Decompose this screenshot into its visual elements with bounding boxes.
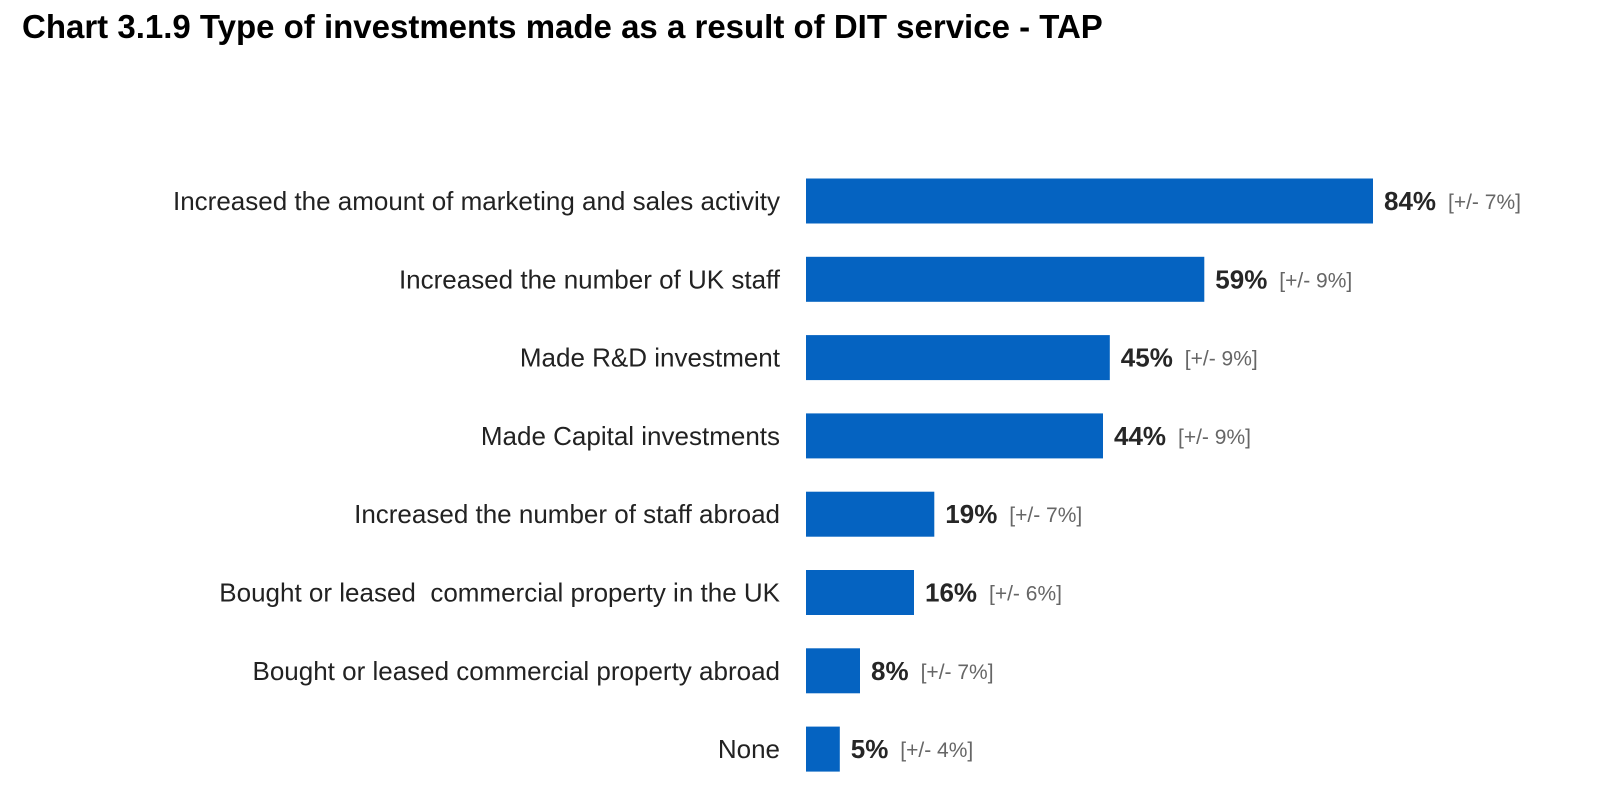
value-label: 84%	[1384, 186, 1436, 216]
bar-row: Increased the amount of marketing and sa…	[173, 178, 1521, 224]
value-label: 8%	[871, 656, 909, 686]
value-label: 16%	[925, 578, 977, 608]
bar-row: Made Capital investments 44% [+/- 9%]	[481, 413, 1251, 459]
error-margin-label: [+/- 7%]	[921, 661, 994, 684]
bar	[806, 648, 860, 694]
error-margin-label: [+/- 7%]	[1009, 504, 1082, 527]
error-margin-label: [+/- 7%]	[1448, 191, 1521, 214]
bar	[806, 726, 840, 772]
bar	[806, 256, 1205, 302]
error-margin-label: [+/- 4%]	[900, 739, 973, 762]
category-label: Increased the amount of marketing and sa…	[173, 186, 780, 216]
bar	[806, 570, 914, 615]
error-margin-label: [+/- 6%]	[989, 583, 1062, 606]
error-margin-label: [+/- 9%]	[1279, 269, 1352, 292]
bar-row: Bought or leased commercial property in …	[219, 570, 1062, 615]
bar	[806, 413, 1103, 459]
bar-row: None 5% [+/- 4%]	[718, 726, 973, 772]
value-label: 45%	[1121, 343, 1173, 373]
bars-layer: Increased the amount of marketing and sa…	[173, 178, 1521, 772]
category-label: Bought or leased commercial property in …	[219, 578, 780, 608]
chart-title: Chart 3.1.9 Type of investments made as …	[22, 8, 1103, 45]
category-label: Increased the number of UK staff	[399, 264, 781, 294]
value-label: 44%	[1114, 421, 1166, 451]
error-margin-label: [+/- 9%]	[1185, 348, 1258, 371]
category-label: Made R&D investment	[520, 343, 781, 373]
bar	[806, 178, 1373, 224]
bar-row: Increased the number of UK staff 59% [+/- …	[399, 256, 1352, 302]
value-label: 5%	[851, 734, 889, 764]
category-label: None	[718, 734, 780, 764]
value-label: 59%	[1215, 264, 1267, 294]
category-label: Bought or leased commercial property abr…	[252, 656, 780, 686]
error-margin-label: [+/- 9%]	[1178, 426, 1251, 449]
bar-row: Made R&D investment 45% [+/- 9%]	[520, 335, 1258, 381]
value-label: 19%	[945, 499, 997, 529]
category-label: Increased the number of staff abroad	[354, 499, 780, 529]
bar	[806, 491, 935, 537]
bar-row: Increased the number of staff abroad 19% […	[354, 491, 1082, 537]
category-label: Made Capital investments	[481, 421, 780, 451]
bar	[806, 335, 1110, 381]
bar-row: Bought or leased commercial property abr…	[252, 648, 994, 694]
